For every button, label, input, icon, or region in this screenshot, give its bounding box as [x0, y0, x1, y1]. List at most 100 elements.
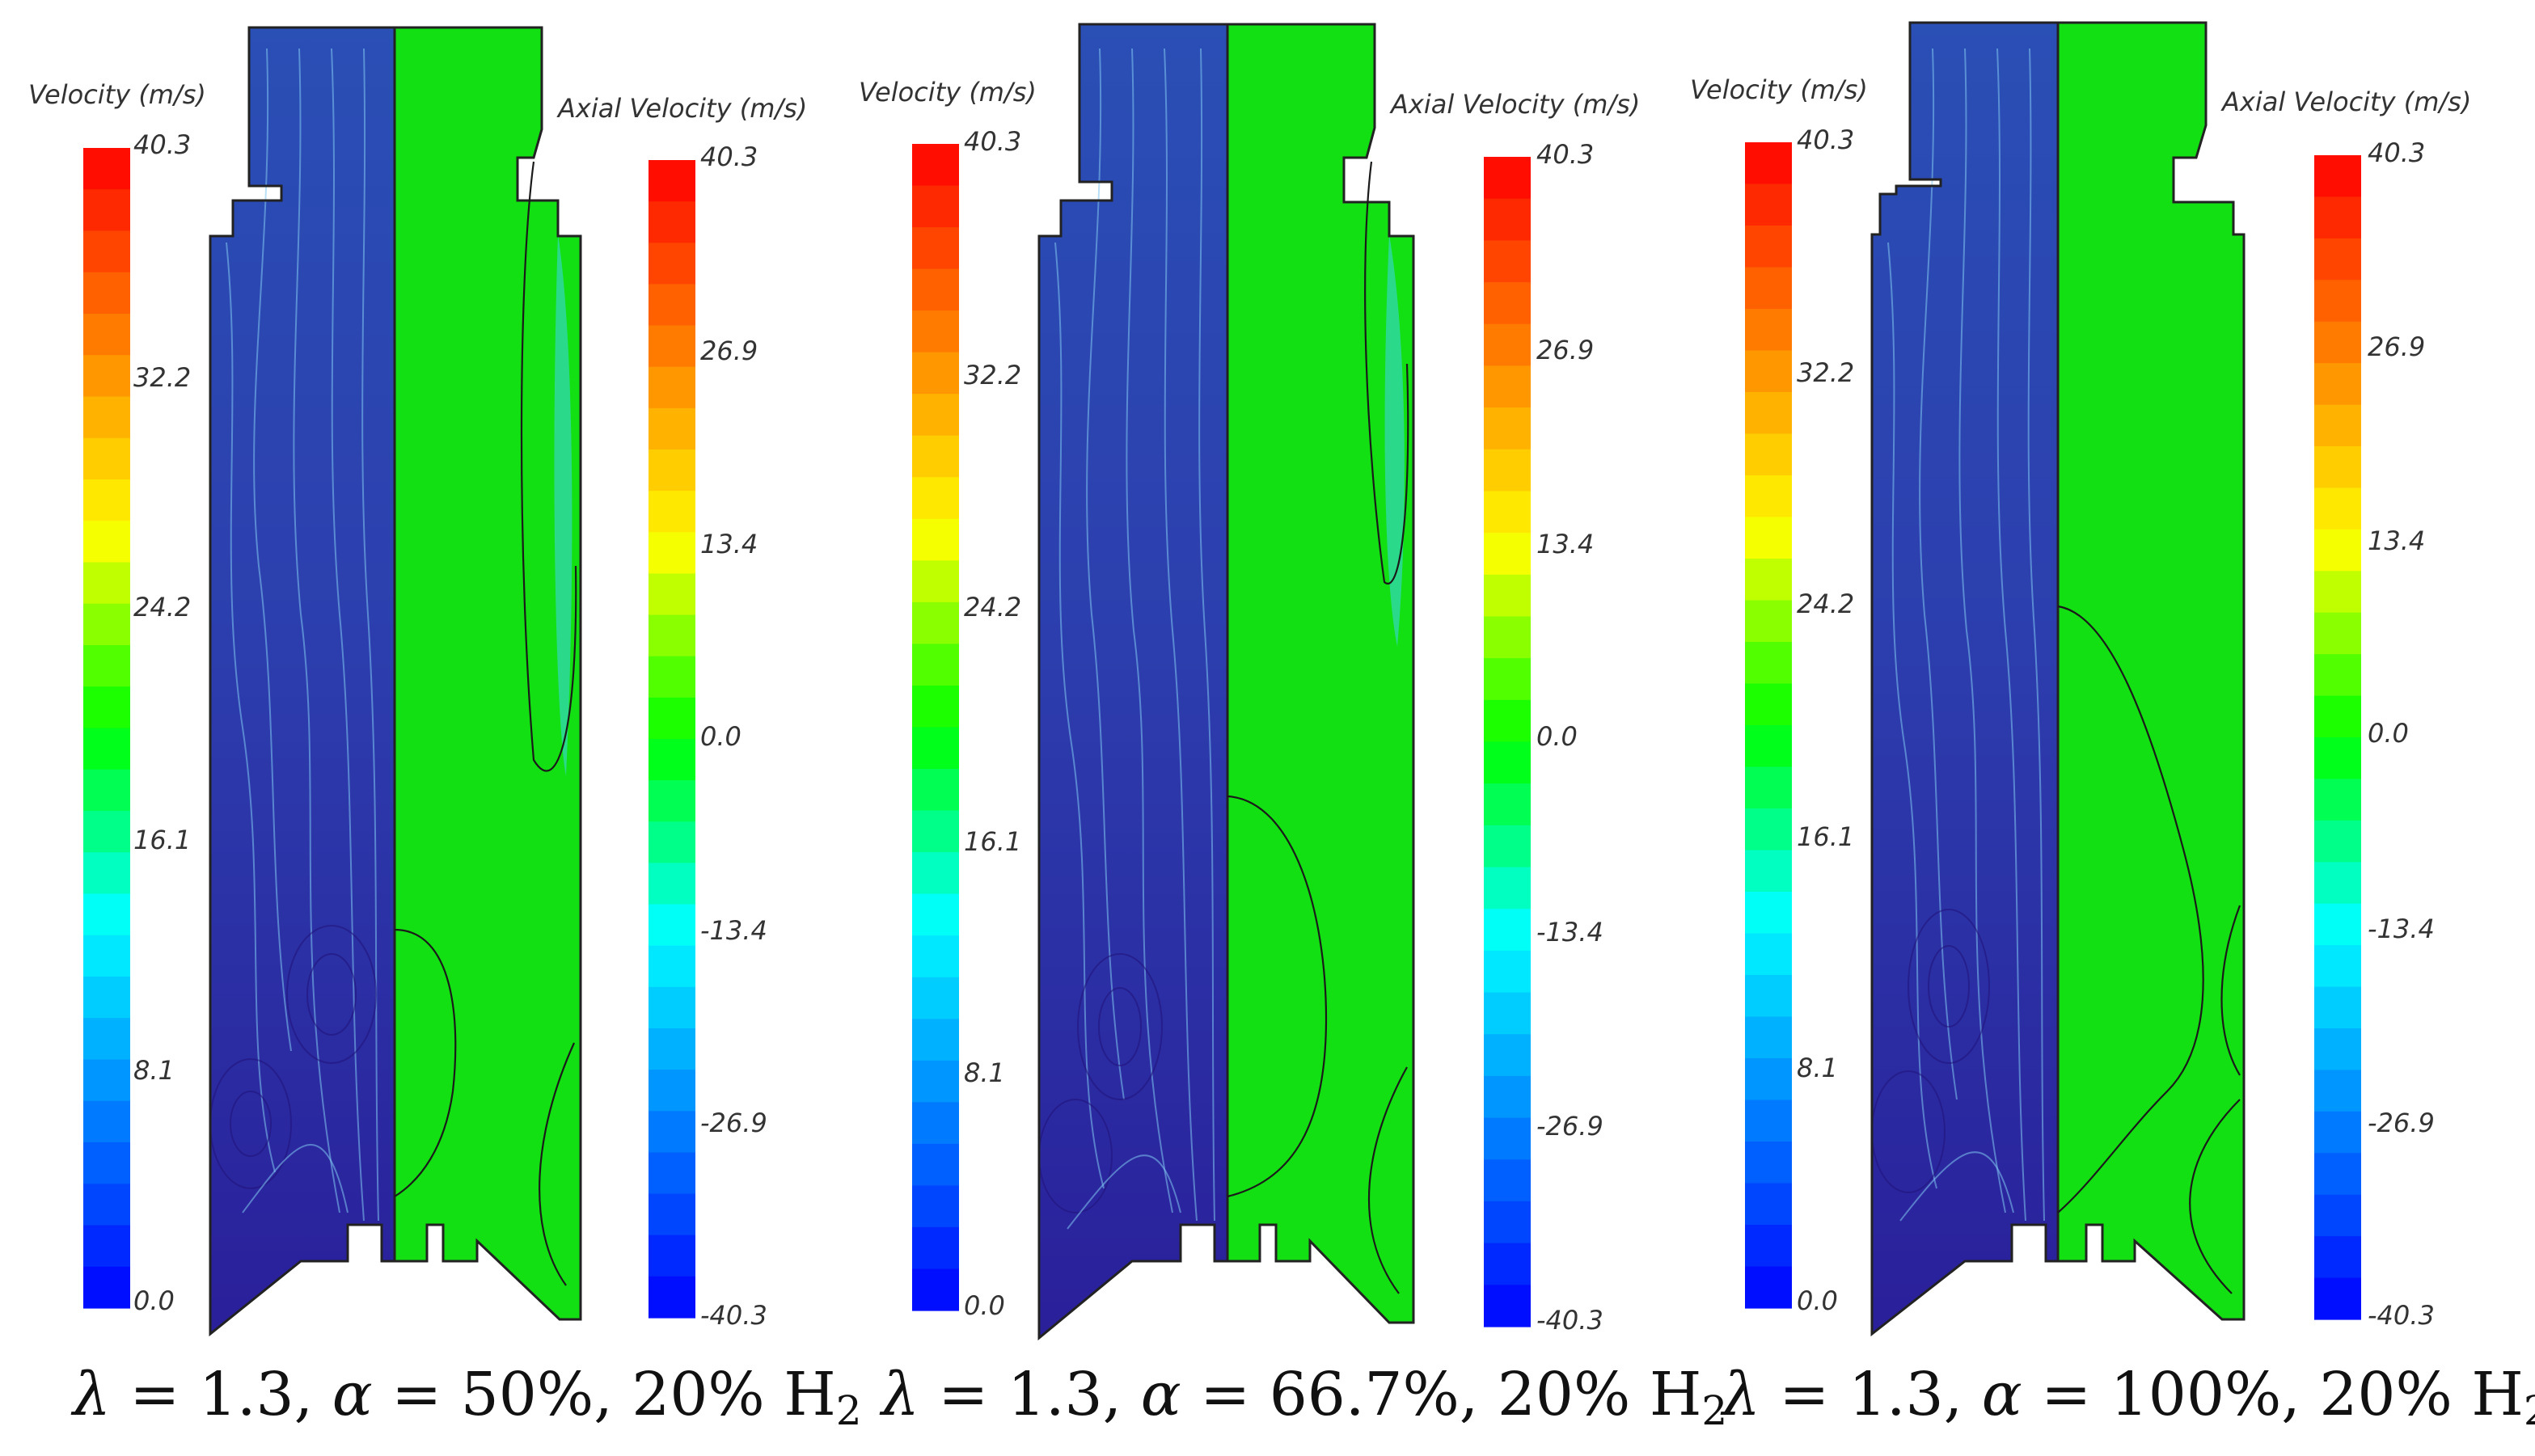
colorbar-step — [83, 1142, 130, 1184]
colorbar-step — [83, 272, 130, 314]
velocity-tick-16-1: 16.1 — [1797, 821, 1854, 852]
axial-tick-neg-40-3: -40.3 — [1536, 1305, 1603, 1336]
velocity-legend-title: Velocity (m/s) — [859, 77, 1037, 108]
axial-velocity-field — [395, 27, 581, 1319]
colorbar-step — [649, 449, 695, 492]
colorbar-step — [2314, 903, 2361, 946]
colorbar-step — [1745, 975, 1792, 1018]
colorbar-step — [2314, 737, 2361, 780]
colorbar-step — [1745, 184, 1792, 226]
colorbar-step — [1484, 491, 1531, 534]
colorbar-step — [912, 1019, 959, 1061]
colorbar-step — [83, 1266, 130, 1309]
axial-jet-zone — [554, 234, 572, 776]
colorbar-step — [1484, 825, 1531, 868]
colorbar-step — [2314, 1028, 2361, 1071]
colorbar-step — [649, 532, 695, 575]
colorbar-step — [1745, 808, 1792, 851]
velocity-tick-0-0: 0.0 — [133, 1285, 175, 1316]
colorbar-step — [912, 769, 959, 812]
axial-tick-neg-26-9: -26.9 — [1536, 1111, 1603, 1142]
colorbar-step — [912, 977, 959, 1019]
panel-alpha-50: Velocity (m/s) 40.3 32.2 24.2 16.1 8.1 0… — [28, 26, 862, 1434]
velocity-tick-32-2: 32.2 — [964, 360, 1021, 390]
colorbar-step — [649, 243, 695, 285]
axial-tick-0-0: 0.0 — [1536, 721, 1578, 752]
axial-jet-zone — [1384, 234, 1405, 647]
colorbar-step — [1745, 475, 1792, 518]
colorbar-step — [1484, 1159, 1531, 1202]
panel-caption: λ = 1.3, α = 50%, 20% H2 — [70, 1360, 862, 1434]
colorbar-step — [912, 935, 959, 978]
colorbar-step — [649, 366, 695, 409]
colorbar-step — [649, 284, 695, 327]
colorbar-step — [83, 686, 130, 729]
colorbar-step — [1484, 867, 1531, 909]
colorbar-step — [1484, 533, 1531, 576]
colorbar-step — [912, 1060, 959, 1103]
velocity-tick-40-3: 40.3 — [1797, 124, 1854, 155]
colorbar-step — [83, 769, 130, 812]
colorbar-step — [2314, 1277, 2361, 1320]
colorbar-step — [2314, 1111, 2361, 1154]
colorbar-step — [912, 1268, 959, 1311]
colorbar-step — [649, 407, 695, 450]
colorbar-step — [2314, 820, 2361, 863]
colorbar-step — [912, 227, 959, 270]
colorbar-step — [649, 491, 695, 533]
colorbar-step — [83, 230, 130, 273]
velocity-tick-24-2: 24.2 — [133, 592, 191, 622]
axial-velocity-field — [2058, 23, 2244, 1319]
colorbar-step — [649, 780, 695, 822]
colorbar-step — [2314, 1194, 2361, 1237]
colorbar-step — [649, 1028, 695, 1070]
colorbar-step — [912, 1185, 959, 1228]
colorbar-step — [649, 1276, 695, 1319]
combustor-domain — [1870, 21, 2246, 1337]
velocity-tick-40-3: 40.3 — [133, 129, 191, 160]
colorbar-step — [1745, 142, 1792, 185]
colorbar-step — [649, 1111, 695, 1154]
colorbar-step — [912, 1226, 959, 1270]
colorbar-step — [83, 1059, 130, 1102]
colorbar-step — [1745, 1099, 1792, 1142]
colorbar-step — [1484, 616, 1531, 659]
axial-colorbar — [649, 160, 695, 1319]
colorbar-step — [649, 656, 695, 698]
colorbar-step — [2314, 945, 2361, 988]
colorbar-step — [2314, 280, 2361, 323]
colorbar-step — [649, 945, 695, 988]
colorbar-step — [1745, 600, 1792, 643]
colorbar-step — [2314, 1070, 2361, 1112]
colorbar-step — [2314, 363, 2361, 406]
velocity-colorbar — [1745, 142, 1792, 1309]
colorbar-step — [912, 394, 959, 437]
velocity-colorbar — [83, 148, 130, 1309]
colorbar-step — [912, 644, 959, 686]
colorbar-step — [912, 601, 959, 645]
colorbar-step — [1745, 850, 1792, 893]
colorbar-step — [1484, 407, 1531, 450]
colorbar-step — [1745, 1058, 1792, 1101]
colorbar-step — [83, 1100, 130, 1143]
colorbar-step — [912, 893, 959, 936]
colorbar-step — [649, 904, 695, 947]
colorbar-step — [1745, 1225, 1792, 1268]
colorbar-step — [1745, 766, 1792, 809]
velocity-tick-24-2: 24.2 — [964, 592, 1021, 622]
colorbar-step — [1745, 1142, 1792, 1184]
colorbar-step — [1484, 198, 1531, 241]
colorbar-step — [2314, 779, 2361, 821]
colorbar-step — [912, 435, 959, 478]
colorbar-step — [1745, 433, 1792, 476]
colorbar-step — [1484, 950, 1531, 994]
panel-alpha-66-7: Velocity (m/s) 40.3 32.2 24.2 16.1 8.1 0… — [859, 23, 1727, 1434]
axial-velocity-field — [1227, 24, 1413, 1323]
axial-tick-neg-40-3: -40.3 — [700, 1300, 767, 1331]
axial-tick-13-4: 13.4 — [1536, 529, 1594, 559]
colorbar-step — [1745, 350, 1792, 393]
axial-tick-neg-13-4: -13.4 — [1536, 917, 1603, 947]
colorbar-step — [912, 1143, 959, 1186]
axial-tick-40-3: 40.3 — [1536, 139, 1594, 170]
colorbar-step — [1745, 517, 1792, 559]
